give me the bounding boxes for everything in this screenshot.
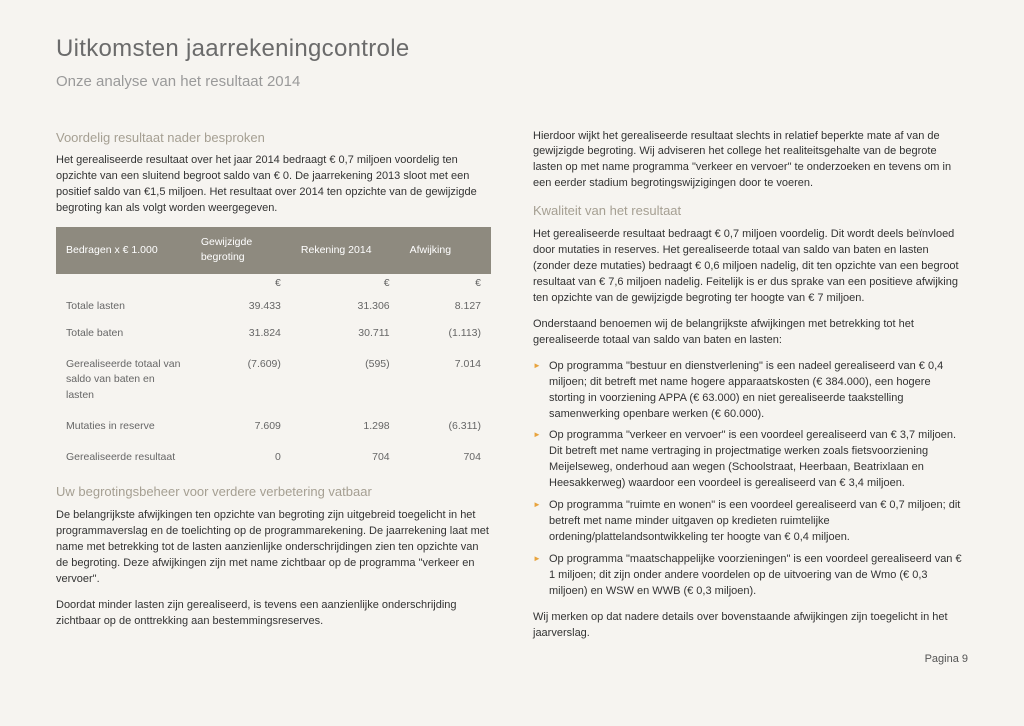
paragraph: Het gerealiseerde resultaat over het jaa… <box>56 153 491 217</box>
table-cell: 8.127 <box>400 293 491 320</box>
table-header: Afwijking <box>400 227 491 273</box>
page-title: Uitkomsten jaarrekeningcontrole <box>56 32 968 67</box>
page-subtitle: Onze analyse van het resultaat 2014 <box>56 71 968 93</box>
paragraph: Het gerealiseerde resultaat bedraagt € 0… <box>533 227 968 307</box>
bullet-item: Op programma "verkeer en vervoer" is een… <box>533 428 968 492</box>
table-cell: (6.311) <box>400 409 491 440</box>
table-row-label: Mutaties in reserve <box>56 409 191 440</box>
bullet-item: Op programma "ruimte en wonen" is een vo… <box>533 498 968 546</box>
paragraph: Onderstaand benoemen wij de belangrijkst… <box>533 317 968 349</box>
left-column: Voordelig resultaat nader besproken Het … <box>56 129 491 668</box>
bullet-list: Op programma "bestuur en dienstverlening… <box>533 359 968 600</box>
bullet-item: Op programma "bestuur en dienstverlening… <box>533 359 968 423</box>
table-cell: 39.433 <box>191 293 291 320</box>
section-heading: Uw begrotingsbeheer voor verdere verbete… <box>56 483 491 502</box>
table-cell: 30.711 <box>291 320 400 347</box>
table-header: Rekening 2014 <box>291 227 400 273</box>
table-cell: 7.609 <box>191 409 291 440</box>
table-cell: 1.298 <box>291 409 400 440</box>
paragraph: Doordat minder lasten zijn gerealiseerd,… <box>56 598 491 630</box>
paragraph: Hierdoor wijkt het gerealiseerde resulta… <box>533 129 968 193</box>
table-cell: 0 <box>191 440 291 471</box>
table-cell: (7.609) <box>191 347 291 409</box>
page-number: Pagina 9 <box>533 652 968 668</box>
table-header: Bedragen x € 1.000 <box>56 227 191 273</box>
right-column: Hierdoor wijkt het gerealiseerde resulta… <box>533 129 968 668</box>
bullet-item: Op programma "maatschappelijke voorzieni… <box>533 552 968 600</box>
section-heading: Kwaliteit van het resultaat <box>533 202 968 221</box>
table-cell: (1.113) <box>400 320 491 347</box>
table-row-label: Totale baten <box>56 320 191 347</box>
table-header: Gewijzigde begroting <box>191 227 291 273</box>
paragraph: De belangrijkste afwijkingen ten opzicht… <box>56 508 491 588</box>
paragraph: Wij merken op dat nadere details over bo… <box>533 610 968 642</box>
table-cell: (595) <box>291 347 400 409</box>
results-table: Bedragen x € 1.000 Gewijzigde begroting … <box>56 227 491 471</box>
two-column-layout: Voordelig resultaat nader besproken Het … <box>56 129 968 668</box>
table-cell: 704 <box>400 440 491 471</box>
table-cell: 31.824 <box>191 320 291 347</box>
table-cell: 7.014 <box>400 347 491 409</box>
table-cell: 704 <box>291 440 400 471</box>
table-row-label: Totale lasten <box>56 293 191 320</box>
table-cell: 31.306 <box>291 293 400 320</box>
section-heading: Voordelig resultaat nader besproken <box>56 129 491 148</box>
table-row-label: Gerealiseerde totaal van saldo van baten… <box>56 347 191 409</box>
table-row-label: Gerealiseerde resultaat <box>56 440 191 471</box>
